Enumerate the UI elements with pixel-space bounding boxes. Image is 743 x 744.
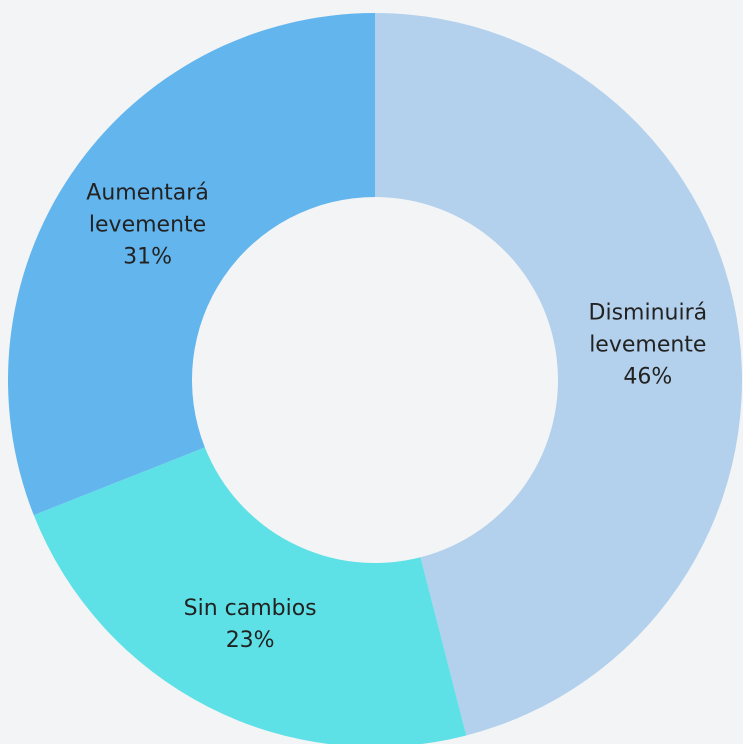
slice-value-label: 31%: [123, 244, 172, 269]
slice-label: Disminuirá levemente: [589, 301, 708, 358]
slice-label: Sin cambios: [184, 596, 317, 621]
slice-value-label: 23%: [226, 628, 275, 653]
donut-slice: [375, 13, 742, 736]
donut-slice: [33, 447, 467, 744]
donut-slice: [8, 13, 376, 516]
slice-value-label: 46%: [623, 365, 672, 390]
slice-label: Aumentará levemente: [86, 180, 209, 237]
